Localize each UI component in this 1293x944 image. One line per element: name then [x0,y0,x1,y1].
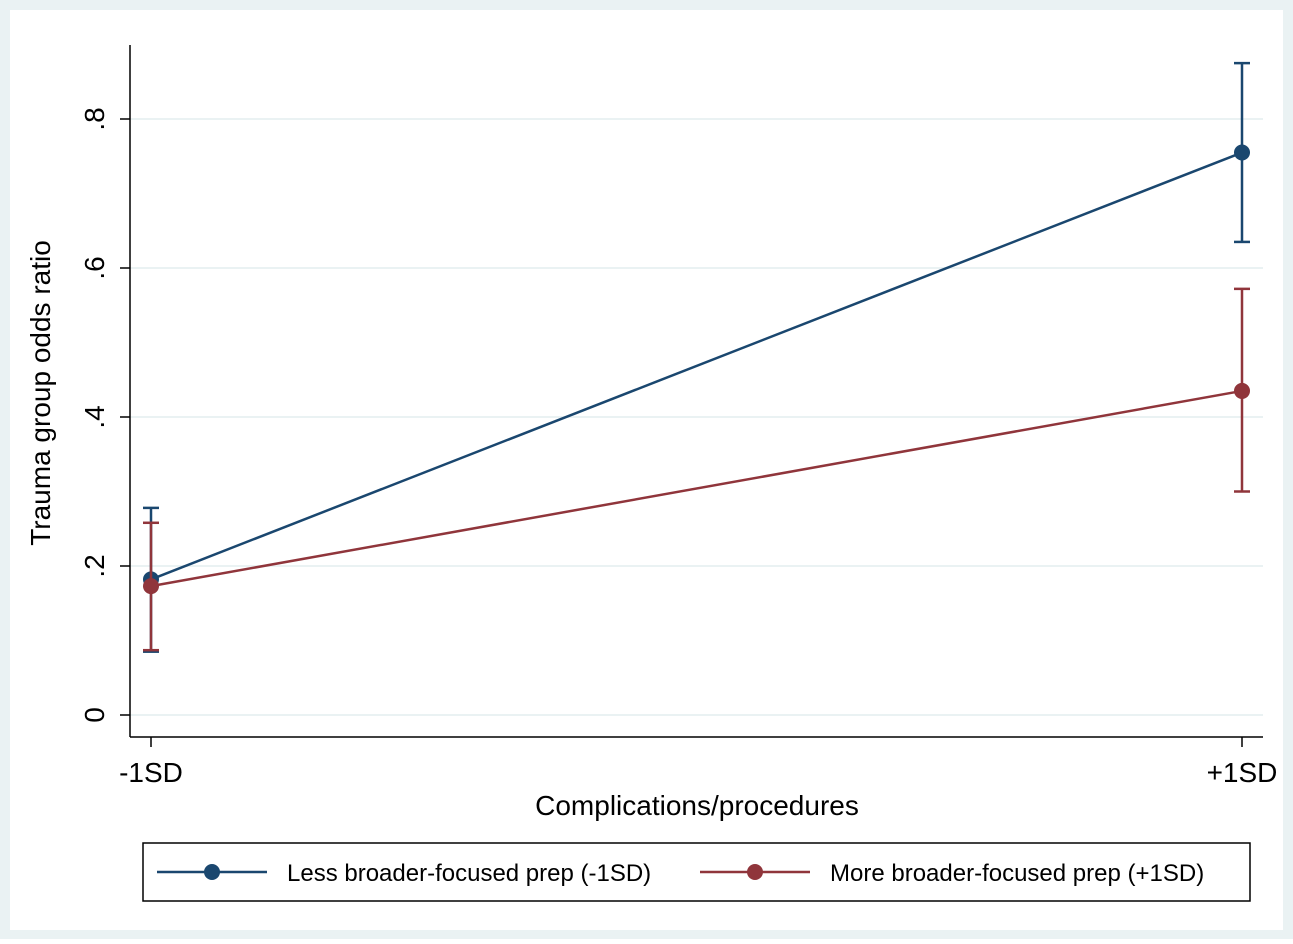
legend-swatch-marker [747,864,763,880]
plot-background [10,10,1283,930]
gridlines [130,118,1263,716]
series-line [150,151,1243,581]
y-tick-label: 0 [79,707,110,723]
legend: Less broader-focused prep (-1SD) More bro… [142,842,1251,902]
x-tick-label: -1SD [119,757,183,788]
legend-box [142,842,1251,902]
legend-label: More broader-focused prep (+1SD) [830,860,1204,887]
legend-swatch-marker [204,864,220,880]
series-layer [143,61,1250,653]
axes: 0 .2 .4 .6 .8 -1SD +1SD [79,45,1277,788]
series-1 [143,61,1250,653]
legend-label: Less broader-focused prep (-1SD) [287,860,651,887]
y-tick-label: .6 [79,256,110,279]
y-tick-label: .2 [79,554,110,577]
y-tick-label: .4 [79,405,110,428]
data-point [1234,382,1250,399]
x-tick-label: +1SD [1207,757,1278,788]
data-point [1234,144,1250,161]
series-2 [143,287,1250,652]
x-axis-label: Complications/procedures [535,790,859,821]
data-point [143,578,159,595]
y-tick-label: .8 [79,107,110,130]
series-line [150,389,1243,588]
y-axis-label: Trauma group odds ratio [25,240,56,546]
